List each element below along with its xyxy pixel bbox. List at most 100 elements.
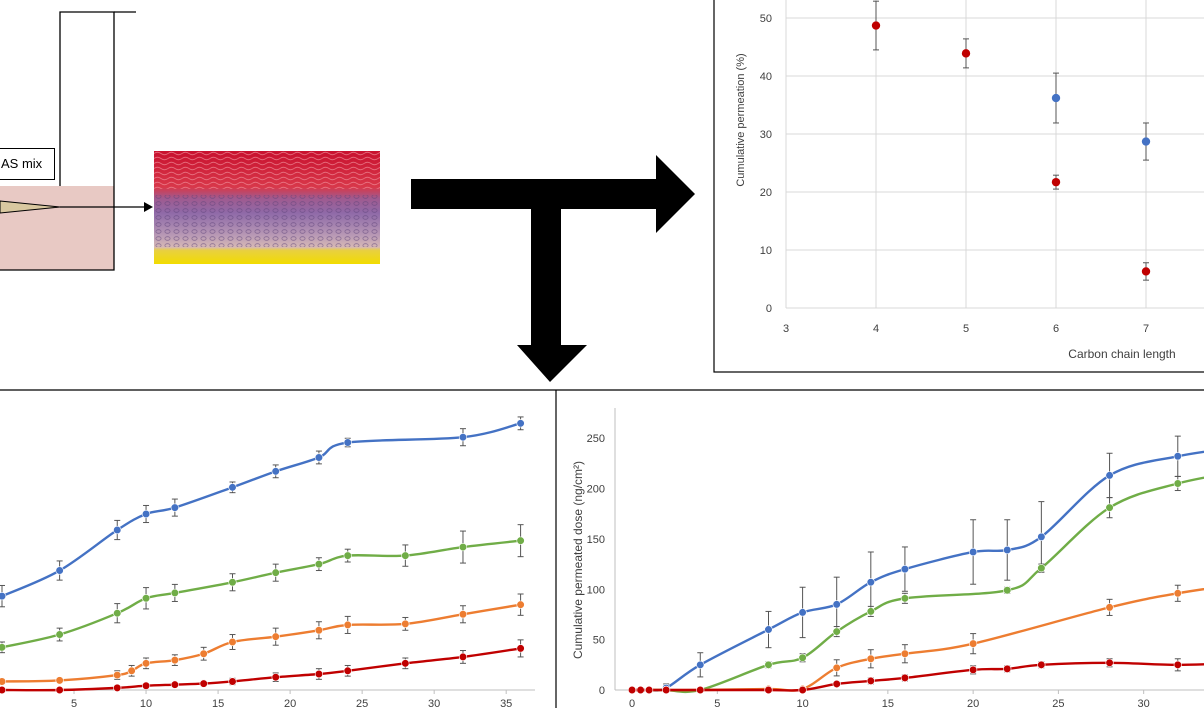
chart3-s3-point xyxy=(798,685,807,695)
chart1-xtick-label: 3 xyxy=(783,323,789,335)
chart2-s3-point xyxy=(458,652,468,662)
chart2-s1-point xyxy=(343,551,352,560)
chart3-s3-point xyxy=(662,685,671,695)
chart2-s3-point xyxy=(314,669,324,679)
chart2-s3-point xyxy=(343,666,352,675)
chart2-s3-point xyxy=(0,685,7,695)
chart1-ytick-label: 40 xyxy=(760,71,772,83)
chart3-s3-point xyxy=(645,685,654,695)
chart1-xtick-label: 5 xyxy=(963,323,969,335)
pfas-mix-label: AS mix xyxy=(0,148,55,180)
chart3-s3-point xyxy=(969,665,978,674)
chart2-s2-point xyxy=(55,676,64,685)
chart3-s1-point xyxy=(1105,503,1114,512)
chart2-s1-point xyxy=(516,536,525,545)
chart2-s2-point xyxy=(343,620,352,630)
chart3-s2-line xyxy=(632,587,1204,692)
chart3-ytick-label: 50 xyxy=(593,635,605,647)
chart2-s1-point xyxy=(113,609,122,618)
chart3-s1-point xyxy=(798,653,807,662)
chart2-xtick-label: 30 xyxy=(428,698,440,708)
chart2-xtick-label: 20 xyxy=(284,698,296,708)
chart3-ytick-label: 150 xyxy=(587,534,605,546)
chart2-s3-point xyxy=(271,673,280,682)
chart2-s1-point xyxy=(228,578,237,587)
chart2-s2-point xyxy=(113,670,122,680)
chart1-ytick-label: 20 xyxy=(760,187,772,199)
chart2-s1-point xyxy=(314,560,324,569)
pipette-tip xyxy=(0,200,61,214)
chart2-s1-point xyxy=(170,588,179,598)
chart2-s3-point xyxy=(228,677,237,686)
chart2-s1-point xyxy=(401,551,410,560)
chart1-ytick-label: 0 xyxy=(766,303,772,315)
chart1-xlabel: Carbon chain length xyxy=(1068,347,1175,361)
chart2-s0-point xyxy=(0,592,7,601)
chart1-s1-point xyxy=(871,21,881,30)
chart2-s3-point xyxy=(170,680,179,689)
chart2-s0-point xyxy=(170,503,179,512)
chart1-ytick-label: 30 xyxy=(760,129,772,141)
chart3-xtick-label: 10 xyxy=(796,698,808,708)
chart2-xtick-label: 15 xyxy=(212,698,224,708)
chart3-s2-point xyxy=(1105,603,1114,612)
chart3-s1-point xyxy=(764,660,773,669)
chart2-s3-point xyxy=(141,681,151,690)
scatter-panel-border xyxy=(713,0,1204,373)
chart2-xtick-label: 10 xyxy=(140,698,152,708)
chart2-s0-point xyxy=(314,453,324,462)
chart2-s3-point xyxy=(55,685,64,695)
chart1-xtick-label: 6 xyxy=(1053,323,1059,335)
chart2-s0-point xyxy=(55,566,64,575)
chart3-s0-point xyxy=(1003,545,1012,555)
chart1-s0-point xyxy=(1051,93,1061,103)
chart3-s0-point xyxy=(969,547,978,557)
chart2-s2-point xyxy=(0,677,7,686)
chart2-plot: 5 10 15 20 25 30 35 xyxy=(0,416,535,708)
chart3-xtick-label: 15 xyxy=(882,698,894,708)
chart3-s0-point xyxy=(764,625,773,634)
chart2-s2-point xyxy=(127,666,136,675)
chart3-s0-point xyxy=(1105,471,1114,480)
chart2-s3-point xyxy=(516,644,525,653)
chart2-xtick-label: 35 xyxy=(500,698,512,708)
chart2-s2-point xyxy=(228,637,237,647)
chart3-s3-point xyxy=(696,685,705,695)
chart3-s1-point xyxy=(1173,479,1182,488)
chart2-s2-point xyxy=(401,619,410,628)
chart3-s3-point xyxy=(900,673,910,683)
chart2-s1-point xyxy=(55,630,64,639)
chart2-s0-point xyxy=(271,467,280,476)
chart3-s0-point xyxy=(696,660,705,669)
chart1-plot: 0 10 20 30 40 50 3 4 5 6 7 xyxy=(760,0,1204,335)
chart2-s0-point xyxy=(141,509,151,519)
chart3-s2-point xyxy=(900,649,910,658)
chart2-s3-point xyxy=(199,679,208,688)
chart3-s3-point xyxy=(627,685,637,695)
chart3-s3-point xyxy=(764,685,773,695)
chart2-s0-point xyxy=(228,483,237,492)
chart2-s2-point xyxy=(314,626,324,635)
chart1-ytick-label: 10 xyxy=(760,245,772,257)
chart1-s1-point xyxy=(961,49,971,58)
chart2-s0-point xyxy=(343,438,352,447)
chart3-s3-point xyxy=(1037,660,1046,669)
chart2-xtick-label: 25 xyxy=(356,698,368,708)
chart3-ytick-label: 200 xyxy=(587,484,605,496)
chart2-s3-point xyxy=(401,659,410,668)
chart1-s1-point xyxy=(1051,177,1061,187)
chart3-s3-point xyxy=(1003,664,1012,673)
chart3-s3-point xyxy=(832,679,841,689)
chart2-s1-line xyxy=(1,539,521,649)
chart3-s1-point xyxy=(1037,564,1046,573)
chart3-s1-point xyxy=(1003,586,1012,595)
chart1-xtick-label: 7 xyxy=(1143,323,1149,335)
chart3-s2-point xyxy=(866,654,875,663)
chart3-plot: 05101520253035050100150200250 xyxy=(587,408,1204,708)
chart3-s3-point xyxy=(636,685,645,695)
right-arrow xyxy=(411,155,695,233)
chart3-s0-point xyxy=(900,565,910,574)
